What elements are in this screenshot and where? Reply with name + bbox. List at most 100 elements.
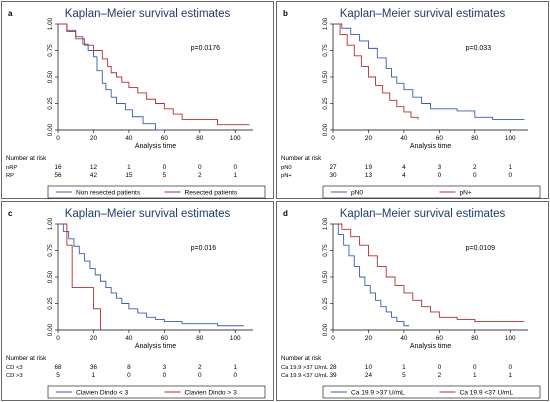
- x-tick-label: 80: [471, 135, 479, 142]
- p-value: p=0.0176: [191, 45, 220, 52]
- risk-row-label: pN0: [281, 165, 292, 171]
- risk-value: 0: [233, 372, 237, 379]
- x-tick-label: 60: [161, 335, 169, 342]
- chart-title: Kaplan–Meier survival estimates: [340, 208, 506, 220]
- risk-table-header: Number at risk: [281, 155, 322, 162]
- risk-value: 3: [438, 164, 442, 171]
- y-tick-label: 1.00: [322, 217, 329, 230]
- risk-value: 2: [198, 172, 202, 179]
- y-tick-label: 0.00: [322, 123, 329, 136]
- risk-row-label: Ca 19.9 >37 U/mL: [281, 365, 329, 371]
- risk-table-header: Number at risk: [6, 155, 47, 162]
- risk-value: 1: [473, 372, 477, 379]
- legend-box: [322, 185, 541, 199]
- risk-row-label: CD <3: [6, 365, 23, 371]
- chart-title: Kaplan–Meier survival estimates: [65, 208, 231, 220]
- risk-value: 24: [365, 372, 373, 379]
- risk-row-label: RP: [6, 173, 14, 179]
- risk-value: 0: [198, 372, 202, 379]
- risk-row-label: pN+: [281, 173, 292, 179]
- risk-value: 5: [56, 372, 60, 379]
- p-value: p=0.033: [466, 45, 492, 52]
- legend-label: Clavien Dindo > 3: [185, 389, 238, 396]
- x-tick-label: 0: [331, 335, 335, 342]
- km-panel-a: a Kaplan–Meier survival estimates 0.00 0.25…: [1, 1, 274, 199]
- legend-label: Clavien Dindo < 3: [76, 389, 129, 396]
- y-tick-label: 0.25: [322, 97, 329, 110]
- risk-value: 2: [438, 372, 442, 379]
- risk-value: 0: [438, 172, 442, 179]
- km-curve-red: [333, 223, 525, 322]
- risk-value: 42: [90, 172, 98, 179]
- risk-value: 2: [473, 164, 477, 171]
- risk-value: 39: [329, 372, 337, 379]
- km-curve-blue: [333, 223, 410, 327]
- legend-label: Non resected patients: [76, 189, 141, 196]
- x-tick-label: 100: [230, 335, 241, 342]
- x-tick-label: 20: [90, 135, 98, 142]
- y-tick-label: 0.75: [47, 244, 54, 257]
- risk-value: 2: [198, 364, 202, 371]
- x-tick-label: 0: [331, 135, 335, 142]
- risk-value: 0: [508, 172, 512, 179]
- y-tick-label: 0.00: [322, 323, 329, 336]
- risk-value: 68: [54, 364, 62, 371]
- risk-value: 19: [365, 164, 373, 171]
- x-tick-label: 0: [56, 335, 60, 342]
- x-tick-label: 60: [436, 135, 444, 142]
- x-tick-label: 20: [365, 335, 373, 342]
- x-tick-label: 20: [90, 335, 98, 342]
- risk-value: 0: [233, 164, 237, 171]
- risk-table-header: Number at risk: [6, 355, 47, 362]
- y-tick-label: 0.00: [47, 123, 54, 136]
- panel-letter: a: [8, 9, 13, 18]
- x-tick-label: 60: [436, 335, 444, 342]
- x-tick-label: 80: [471, 335, 479, 342]
- risk-value: 1: [402, 364, 406, 371]
- p-value: p=0.0109: [466, 245, 495, 252]
- panel-letter: d: [283, 209, 288, 218]
- legend-label: Resected patients: [185, 189, 238, 196]
- risk-value: 5: [163, 172, 167, 179]
- risk-row-label: Ca 19.9 <37 U/mL: [281, 373, 329, 379]
- risk-row-label: nRP: [6, 165, 17, 171]
- risk-value: 1: [233, 364, 237, 371]
- y-tick-label: 0.25: [47, 297, 54, 310]
- km-panel-b: b Kaplan–Meier survival estimates 0.00 0.25…: [276, 1, 549, 199]
- y-tick-label: 0.75: [47, 44, 54, 57]
- risk-value: 1: [127, 164, 131, 171]
- risk-value: 1: [92, 372, 96, 379]
- x-tick-label: 20: [365, 135, 373, 142]
- risk-value: 4: [402, 164, 406, 171]
- y-tick-label: 0.50: [322, 70, 329, 83]
- panel-letter: c: [8, 209, 13, 218]
- y-tick-label: 1.00: [47, 17, 54, 30]
- x-tick-label: 0: [56, 135, 60, 142]
- x-tick-label: 40: [125, 335, 133, 342]
- y-tick-label: 1.00: [322, 17, 329, 30]
- x-axis-label: Analysis time: [135, 143, 176, 150]
- panel-border: [1, 1, 274, 199]
- chart-title: Kaplan–Meier survival estimates: [65, 8, 231, 20]
- x-tick-label: 40: [125, 135, 133, 142]
- legend-label: Ca 19.9 <37 U/mL: [460, 389, 514, 396]
- x-tick-label: 80: [196, 135, 204, 142]
- risk-value: 16: [54, 164, 62, 171]
- y-tick-label: 0.25: [47, 97, 54, 110]
- risk-value: 15: [125, 172, 133, 179]
- panel-border: [276, 201, 549, 401]
- risk-value: 0: [508, 364, 512, 371]
- x-tick-label: 60: [161, 135, 169, 142]
- km-curve-blue: [333, 23, 525, 120]
- panel-letter: b: [283, 9, 288, 18]
- km-panel-c: c Kaplan–Meier survival estimates 0.00 0.25…: [1, 201, 274, 401]
- km-curve-red: [333, 23, 419, 120]
- panel-border: [1, 201, 274, 401]
- risk-value: 3: [163, 364, 167, 371]
- km-panel-d: d Kaplan–Meier survival estimates 0.00 0.25…: [276, 201, 549, 401]
- x-tick-label: 80: [196, 335, 204, 342]
- y-tick-label: 0.00: [47, 323, 54, 336]
- risk-value: 0: [473, 172, 477, 179]
- risk-value: 1: [508, 164, 512, 171]
